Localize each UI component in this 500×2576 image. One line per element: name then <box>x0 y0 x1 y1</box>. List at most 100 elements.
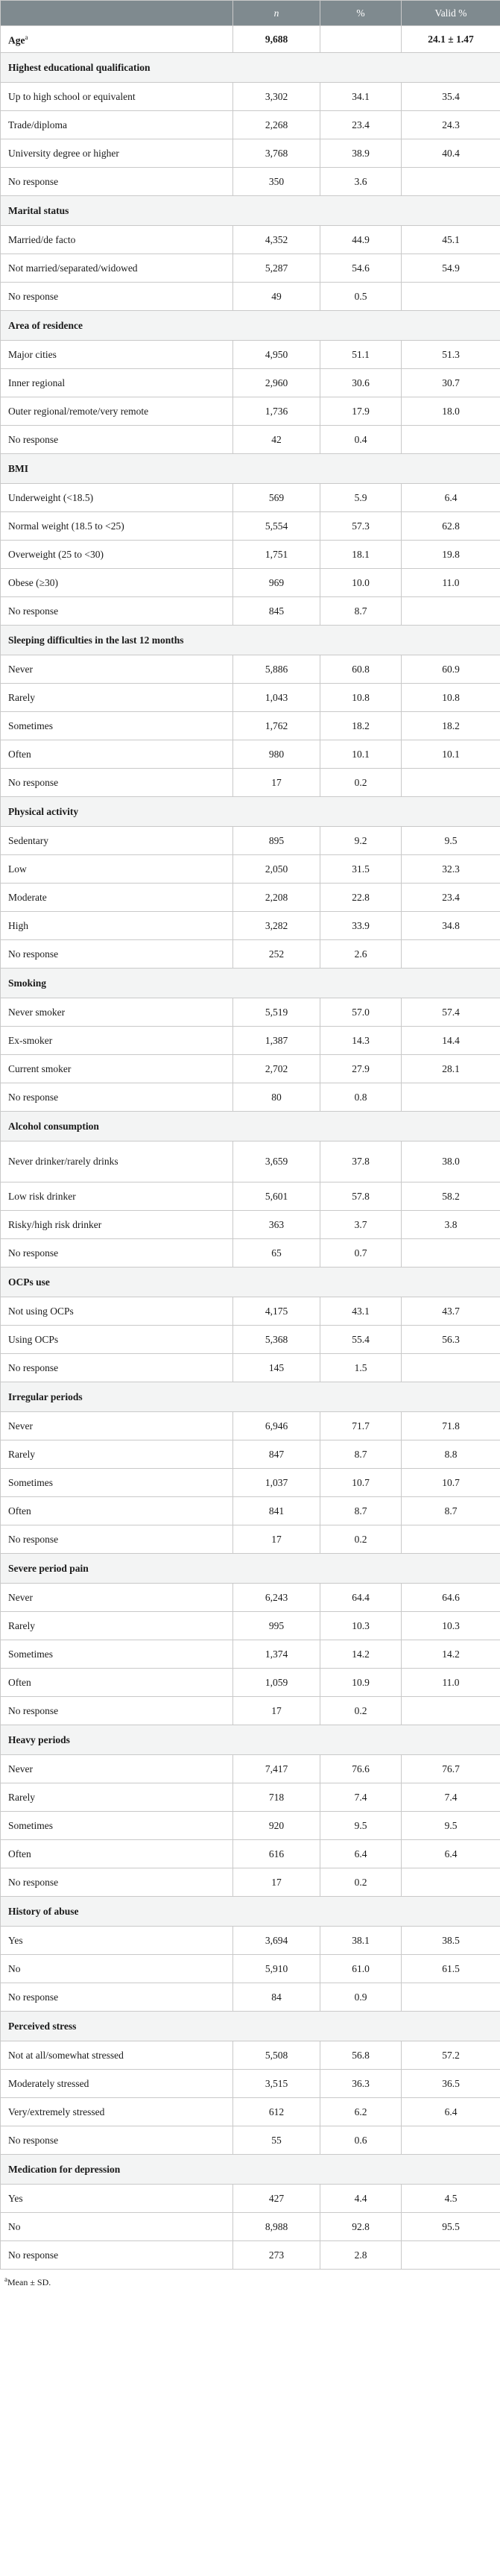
table-row: Low risk drinker 5,601 57.8 58.2 <box>0 1182 500 1211</box>
row-percent: 55.4 <box>320 1325 402 1354</box>
table-row: Never drinker/rarely drinks 3,659 37.8 38.0 <box>0 1141 500 1182</box>
row-label: No response <box>0 1525 233 1554</box>
row-label: Yes <box>0 1926 233 1955</box>
row-label: Ex-smoker <box>0 1026 233 1055</box>
table-row: Sometimes 1,374 14.2 14.2 <box>0 1640 500 1669</box>
row-valid-percent: 58.2 <box>401 1182 500 1211</box>
row-n: 3,694 <box>232 1926 320 1955</box>
table-row: Moderately stressed 3,515 36.3 36.5 <box>0 2069 500 2098</box>
row-label: Not married/separated/widowed <box>0 253 233 283</box>
row-valid-percent: 28.1 <box>401 1054 500 1083</box>
table-body: Agea 9,688 24.1 ± 1.47 Highest education… <box>0 25 500 2270</box>
section-header-row: History of abuse <box>0 1896 500 1927</box>
row-percent: 9.5 <box>320 1811 402 1840</box>
age-footnote-marker: a <box>25 34 28 42</box>
section-title: Alcohol consumption <box>0 1111 500 1141</box>
row-n: 895 <box>232 826 320 855</box>
row-label: Never <box>0 1411 233 1440</box>
row-valid-percent: 54.9 <box>401 253 500 283</box>
row-n: 1,037 <box>232 1468 320 1497</box>
row-valid-percent: 38.5 <box>401 1926 500 1955</box>
row-label: Using OCPs <box>0 1325 233 1354</box>
row-label: No response <box>0 425 233 454</box>
row-valid-percent <box>401 167 500 196</box>
header-n: n <box>232 0 320 26</box>
row-valid-percent <box>401 1238 500 1267</box>
row-valid-percent: 11.0 <box>401 1668 500 1697</box>
table-container: n % Valid % Agea 9,688 24.1 ± 1.47 Highe… <box>0 0 500 2287</box>
table-row: No response 49 0.5 <box>0 282 500 311</box>
row-n: 5,910 <box>232 1954 320 1983</box>
table-row: Obese (≥30) 969 10.0 11.0 <box>0 568 500 597</box>
row-n: 5,368 <box>232 1325 320 1354</box>
row-n: 969 <box>232 568 320 597</box>
row-label: Moderately stressed <box>0 2069 233 2098</box>
row-label: Risky/high risk drinker <box>0 1210 233 1239</box>
row-valid-percent: 76.7 <box>401 1754 500 1783</box>
footnote-marker: a <box>4 2276 7 2283</box>
section-header-row: Sleeping difficulties in the last 12 mon… <box>0 625 500 655</box>
row-n: 2,960 <box>232 368 320 397</box>
table-row: Up to high school or equivalent 3,302 34.1… <box>0 82 500 111</box>
row-label: Often <box>0 1668 233 1697</box>
row-percent: 9.2 <box>320 826 402 855</box>
row-n: 2,702 <box>232 1054 320 1083</box>
row-label: Underweight (<18.5) <box>0 483 233 512</box>
row-percent: 30.6 <box>320 368 402 397</box>
table-row: No response 273 2.8 <box>0 2240 500 2270</box>
table-row: Normal weight (18.5 to <25) 5,554 57.3 62.8 <box>0 511 500 541</box>
table-row: Not using OCPs 4,175 43.1 43.7 <box>0 1297 500 1326</box>
row-label: Never drinker/rarely drinks <box>0 1141 233 1182</box>
header-label <box>0 0 233 26</box>
row-valid-percent: 10.8 <box>401 683 500 712</box>
section-title: Smoking <box>0 968 500 998</box>
row-valid-percent <box>401 1696 500 1725</box>
characteristics-table: n % Valid % Agea 9,688 24.1 ± 1.47 Highe… <box>0 0 500 2270</box>
row-valid-percent <box>401 1083 500 1112</box>
row-percent: 10.3 <box>320 1611 402 1640</box>
table-row: Ex-smoker 1,387 14.3 14.4 <box>0 1026 500 1055</box>
section-title: Area of residence <box>0 310 500 341</box>
row-n: 145 <box>232 1353 320 1382</box>
table-row: No 8,988 92.8 95.5 <box>0 2212 500 2241</box>
row-valid-percent: 3.8 <box>401 1210 500 1239</box>
row-percent: 76.6 <box>320 1754 402 1783</box>
row-percent: 31.5 <box>320 854 402 884</box>
table-row: No response 80 0.8 <box>0 1083 500 1112</box>
row-label: Not using OCPs <box>0 1297 233 1326</box>
row-label: Yes <box>0 2184 233 2213</box>
row-valid-percent: 95.5 <box>401 2212 500 2241</box>
row-n: 42 <box>232 425 320 454</box>
row-n: 1,387 <box>232 1026 320 1055</box>
row-n: 427 <box>232 2184 320 2213</box>
row-label: Overweight (25 to <30) <box>0 540 233 569</box>
row-valid-percent: 18.0 <box>401 397 500 426</box>
table-row: No response 252 2.6 <box>0 939 500 969</box>
section-title: BMI <box>0 453 500 484</box>
row-valid-percent: 14.4 <box>401 1026 500 1055</box>
row-valid-percent: 10.3 <box>401 1611 500 1640</box>
row-n: 5,519 <box>232 998 320 1027</box>
row-valid-percent: 4.5 <box>401 2184 500 2213</box>
table-row: Not at all/somewhat stressed 5,508 56.8 57.… <box>0 2041 500 2070</box>
row-label: No response <box>0 768 233 797</box>
row-valid-percent: 36.5 <box>401 2069 500 2098</box>
row-percent: 0.4 <box>320 425 402 454</box>
row-label: Sedentary <box>0 826 233 855</box>
table-row: Risky/high risk drinker 363 3.7 3.8 <box>0 1210 500 1239</box>
section-title: Perceived stress <box>0 2011 500 2041</box>
row-n: 350 <box>232 167 320 196</box>
row-label: Never smoker <box>0 998 233 1027</box>
section-header-row: Heavy periods <box>0 1725 500 1755</box>
row-label: Not at all/somewhat stressed <box>0 2041 233 2070</box>
table-row: Rarely 718 7.4 7.4 <box>0 1783 500 1812</box>
row-label: No response <box>0 1083 233 1112</box>
row-percent: 10.1 <box>320 740 402 769</box>
row-label: Never <box>0 1754 233 1783</box>
row-label: Moderate <box>0 883 233 912</box>
row-label: Sometimes <box>0 1640 233 1669</box>
row-n: 17 <box>232 1868 320 1897</box>
row-valid-percent: 62.8 <box>401 511 500 541</box>
row-percent: 4.4 <box>320 2184 402 2213</box>
row-percent: 61.0 <box>320 1954 402 1983</box>
